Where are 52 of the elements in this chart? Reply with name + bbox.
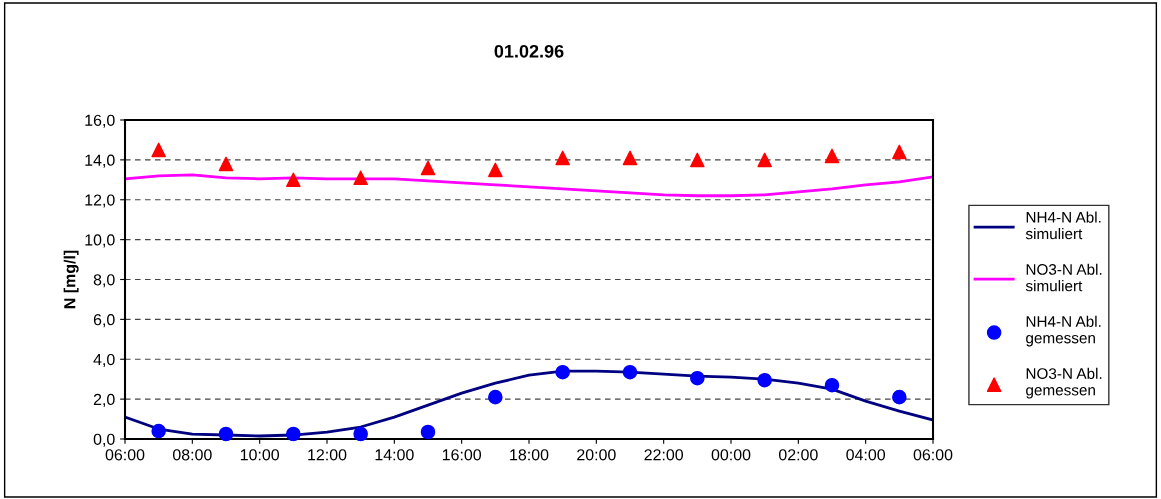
x-tick-label: 12:00	[308, 449, 347, 461]
point	[353, 170, 368, 186]
x-tick-label: 22:00	[644, 449, 684, 461]
y-tick-label: 4,0	[93, 353, 115, 368]
legend-label: NO3-N Abl. simuliert	[1025, 263, 1102, 292]
point	[824, 148, 840, 164]
x-tick-label: 14:00	[375, 449, 414, 461]
point	[151, 423, 166, 439]
legend-label: NH4-N Abl. simuliert	[1025, 211, 1101, 240]
point	[488, 389, 503, 405]
y-tick-label: 12,0	[85, 194, 115, 208]
x-tick-label: 02:00	[778, 449, 818, 461]
point	[757, 372, 772, 388]
y-tick-label: 6,0	[93, 314, 115, 328]
point	[555, 150, 570, 166]
x-tick-label: 00:00	[711, 449, 751, 461]
y-tick-label: 2,0	[93, 393, 115, 407]
point	[555, 364, 570, 380]
x-tick-label: 16:00	[442, 449, 482, 461]
legend-label: NH4-N Abl. gemessen	[1026, 315, 1101, 347]
x-tick-label: 06:00	[913, 449, 953, 461]
point	[218, 156, 234, 172]
point	[622, 364, 638, 380]
y-axis-title: N [mg/l]	[63, 250, 79, 309]
legend-label: NO3-N Abl. gemessen	[1026, 367, 1102, 399]
x-tick-label: 08:00	[172, 449, 212, 461]
x-tick-label: 18:00	[510, 449, 549, 461]
point	[622, 150, 638, 166]
point	[488, 162, 503, 178]
x-tick-label: 06:00	[105, 449, 145, 461]
point	[824, 377, 840, 393]
x-tick-label: 04:00	[846, 449, 886, 461]
x-tick-label: 20:00	[577, 449, 616, 461]
point	[690, 152, 705, 168]
point	[151, 142, 166, 158]
point	[286, 172, 301, 188]
point	[892, 389, 907, 405]
y-tick-label: 14,0	[85, 154, 115, 168]
y-tick-label: 16,0	[85, 114, 115, 128]
point	[757, 152, 772, 168]
point	[353, 426, 368, 442]
y-tick-label: 10,0	[85, 234, 115, 248]
point	[218, 426, 234, 442]
chart-title: 01.02.96	[494, 44, 564, 58]
y-tick-label: 8,0	[93, 274, 115, 288]
x-tick-label: 10:00	[240, 449, 280, 461]
point	[420, 424, 436, 440]
y-tick-label: 0,0	[93, 433, 115, 447]
point	[286, 426, 301, 442]
point	[420, 160, 436, 176]
point	[892, 144, 907, 160]
point	[690, 370, 705, 386]
